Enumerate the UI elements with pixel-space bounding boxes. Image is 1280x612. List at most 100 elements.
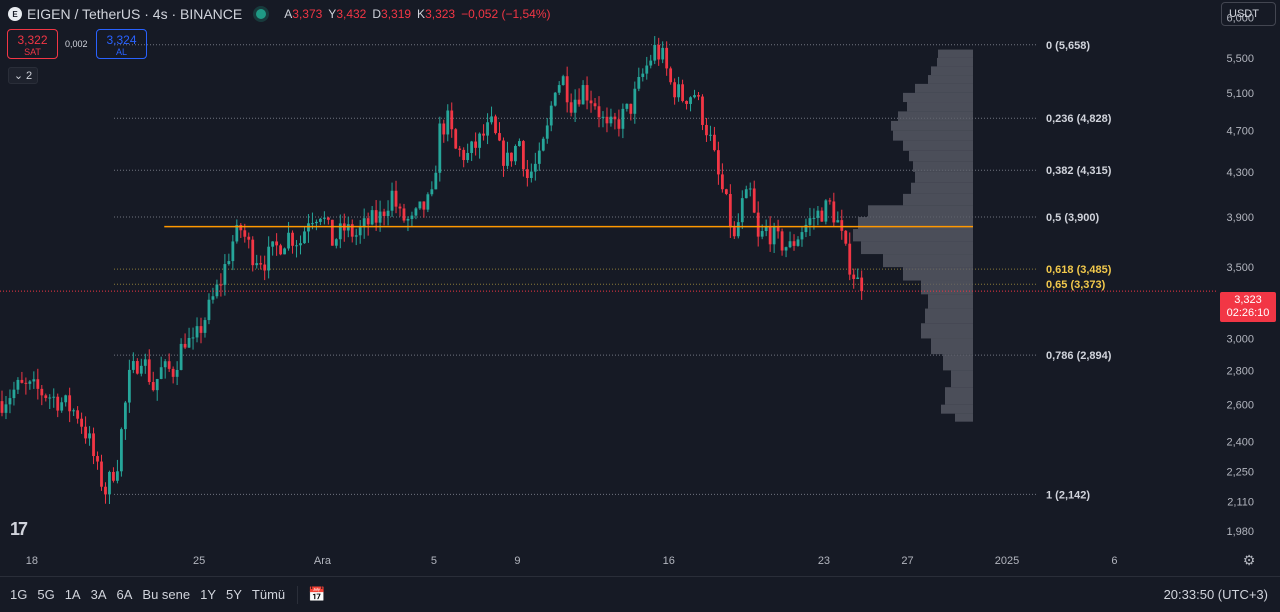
candle-body <box>557 85 561 93</box>
ohlc-open: A3,373 <box>284 7 323 21</box>
y-tick-label: 6,000 <box>1226 13 1254 25</box>
tradingview-logo-icon[interactable]: 17 <box>10 519 28 539</box>
y-tick-label: 4,700 <box>1226 126 1254 138</box>
currency-selector[interactable]: USDT <box>1221 2 1276 26</box>
candle-body <box>287 232 290 249</box>
timeframe-ytd[interactable]: Bu sene <box>142 587 191 602</box>
y-tick-label: 5,100 <box>1226 88 1254 100</box>
buy-button[interactable]: 3,324 AL <box>96 29 147 59</box>
timeframe-3a[interactable]: 3A <box>90 587 107 602</box>
candle-body <box>720 174 724 190</box>
volume-profile-bar <box>937 57 973 67</box>
timeframe-1g[interactable]: 1G <box>10 587 28 602</box>
volume-profile-bar <box>903 267 973 281</box>
candle-body <box>748 188 752 190</box>
ohlc-change: −0,052 (−1,54%) <box>461 7 551 21</box>
candle-body <box>127 369 131 403</box>
volume-profile-bar <box>907 102 973 112</box>
price-chart[interactable]: 0 (5,658) 0,236 (4,828) 0,382 (4,315) 0,5 (… <box>0 0 1280 576</box>
ohlc-high: Y3,432 <box>328 7 367 21</box>
timeframe-5y[interactable]: 5Y <box>226 587 242 602</box>
candle-body <box>573 99 577 113</box>
candle-body <box>406 218 410 221</box>
candle-body <box>466 152 470 161</box>
timeframe-5g[interactable]: 5G <box>37 587 55 602</box>
time-axis[interactable]: 18 25 Ara 5 9 16 23 27 2025 6 <box>26 555 1118 567</box>
indicators-toggle-button[interactable]: ⌄ 2 <box>8 67 38 84</box>
sell-button[interactable]: 3,322 SAT <box>7 29 58 59</box>
candle-body <box>768 226 772 245</box>
candle-body <box>430 189 434 195</box>
volume-profile-bar <box>921 323 973 339</box>
candle-body <box>219 284 223 286</box>
candle-body <box>215 284 219 297</box>
last-price-label: 3,323 02:26:10 <box>1220 292 1276 322</box>
candle-body <box>685 100 688 104</box>
timeframe-1a[interactable]: 1A <box>64 587 81 602</box>
symbol-title[interactable]: EIGEN / TetherUS · 4s · BINANCE <box>27 6 243 22</box>
candle-body <box>195 326 199 338</box>
volume-profile-bar <box>903 92 973 103</box>
candle-body <box>211 296 215 300</box>
candle-body <box>832 201 836 223</box>
candle-body <box>764 226 768 232</box>
volume-profile-bar <box>861 241 973 255</box>
candle-body <box>677 84 680 98</box>
timeframe-all[interactable]: Tümü <box>251 587 286 602</box>
candle-body <box>171 368 175 377</box>
candle-body <box>139 365 143 374</box>
y-tick-label: 2,250 <box>1226 467 1254 479</box>
candle-body <box>44 395 48 399</box>
candle-body <box>840 220 844 231</box>
candle-body <box>808 218 812 225</box>
candle-body <box>40 388 44 396</box>
volume-profile-bar <box>945 387 973 405</box>
candle-body <box>521 141 525 170</box>
price-axis[interactable]: 6,000 5,500 5,100 4,700 4,300 3,900 3,500 3,000… <box>1226 13 1254 538</box>
y-tick-label: 1,980 <box>1226 526 1254 538</box>
candle-body <box>108 471 111 495</box>
candle-body <box>728 193 732 228</box>
candle-body <box>307 223 310 232</box>
candle-body <box>792 241 796 246</box>
calendar-goto-icon[interactable]: 📅 <box>308 586 326 602</box>
candle-body <box>780 231 784 251</box>
x-tick-label: 18 <box>26 555 38 567</box>
gear-icon[interactable]: ⚙ <box>1242 552 1256 568</box>
candle-body <box>370 210 374 225</box>
candle-body <box>848 243 852 275</box>
candle-body <box>187 337 191 348</box>
candle-body <box>502 140 505 166</box>
candle-body <box>203 320 207 333</box>
volume-profile-bar <box>931 338 973 355</box>
candle-body <box>724 189 728 194</box>
candle-body <box>673 82 677 98</box>
timeframe-6a[interactable]: 6A <box>116 587 133 602</box>
candle-body <box>350 224 354 237</box>
candle-body <box>295 245 298 247</box>
candle-body <box>179 343 183 370</box>
volume-profile-bar <box>951 370 973 388</box>
candle-body <box>689 97 692 104</box>
candle-body <box>482 133 485 136</box>
candle-body <box>263 264 267 271</box>
volume-profile-bar <box>915 83 973 93</box>
timeframe-1y[interactable]: 1Y <box>200 587 217 602</box>
candle-body <box>135 361 139 374</box>
clock[interactable]: 20:33:50 (UTC+3) <box>1163 587 1268 602</box>
candle-body <box>800 232 804 240</box>
candle-body <box>422 201 426 210</box>
candle-body <box>541 138 545 151</box>
ohlc-close: K3,323 <box>417 7 456 21</box>
candle-body <box>593 103 597 107</box>
candle-body <box>315 221 318 224</box>
volume-profile-bar <box>903 193 973 206</box>
candle-body <box>116 471 119 481</box>
candle-body <box>756 212 760 237</box>
candlestick-series <box>0 36 864 505</box>
fib-level-label: 0,382 (4,315) <box>1046 165 1112 177</box>
candle-body <box>816 210 820 218</box>
candle-body <box>796 239 800 246</box>
candle-body <box>354 235 358 237</box>
candle-body <box>326 217 330 220</box>
